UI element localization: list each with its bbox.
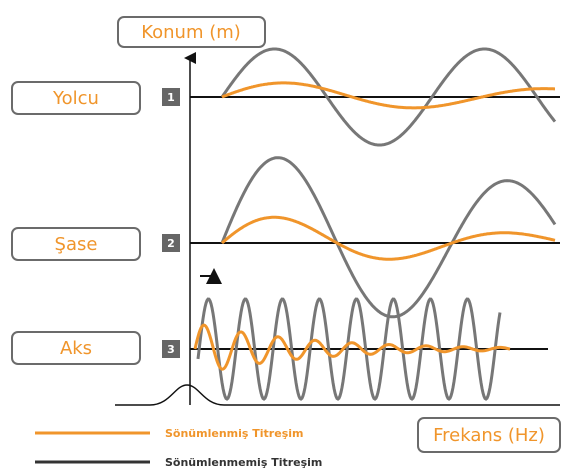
y-axis-label: Konum (m) (141, 22, 241, 43)
row-label-box (11, 81, 141, 115)
row-label-box (11, 331, 141, 365)
row-number-box (162, 340, 180, 358)
row-label: Şase (55, 234, 98, 255)
x-label-box (417, 417, 561, 453)
row-label: Yolcu (52, 88, 99, 109)
row-number: 2 (167, 237, 175, 250)
wave (221, 81, 555, 110)
curves (190, 47, 560, 401)
rows: Yolcu 1 Şase 2 Aks 3 (11, 81, 180, 365)
row-number: 1 (167, 91, 175, 104)
legend-label: Sönümlenmemiş Titreşim (165, 456, 322, 469)
wave (196, 297, 502, 401)
wave (220, 156, 557, 319)
wave (220, 215, 556, 261)
row-label-box (11, 227, 141, 261)
row-number-box (162, 234, 180, 252)
wave (220, 47, 557, 147)
row-label: Aks (60, 338, 92, 359)
wave (193, 323, 511, 371)
row-number: 3 (167, 343, 175, 356)
legend-label: Sönümlenmiş Titreşim (165, 427, 303, 440)
row-number-box (162, 88, 180, 106)
y-label-box (117, 16, 266, 48)
x-axis (115, 384, 560, 406)
x-axis-label: Frekans (Hz) (433, 425, 545, 446)
